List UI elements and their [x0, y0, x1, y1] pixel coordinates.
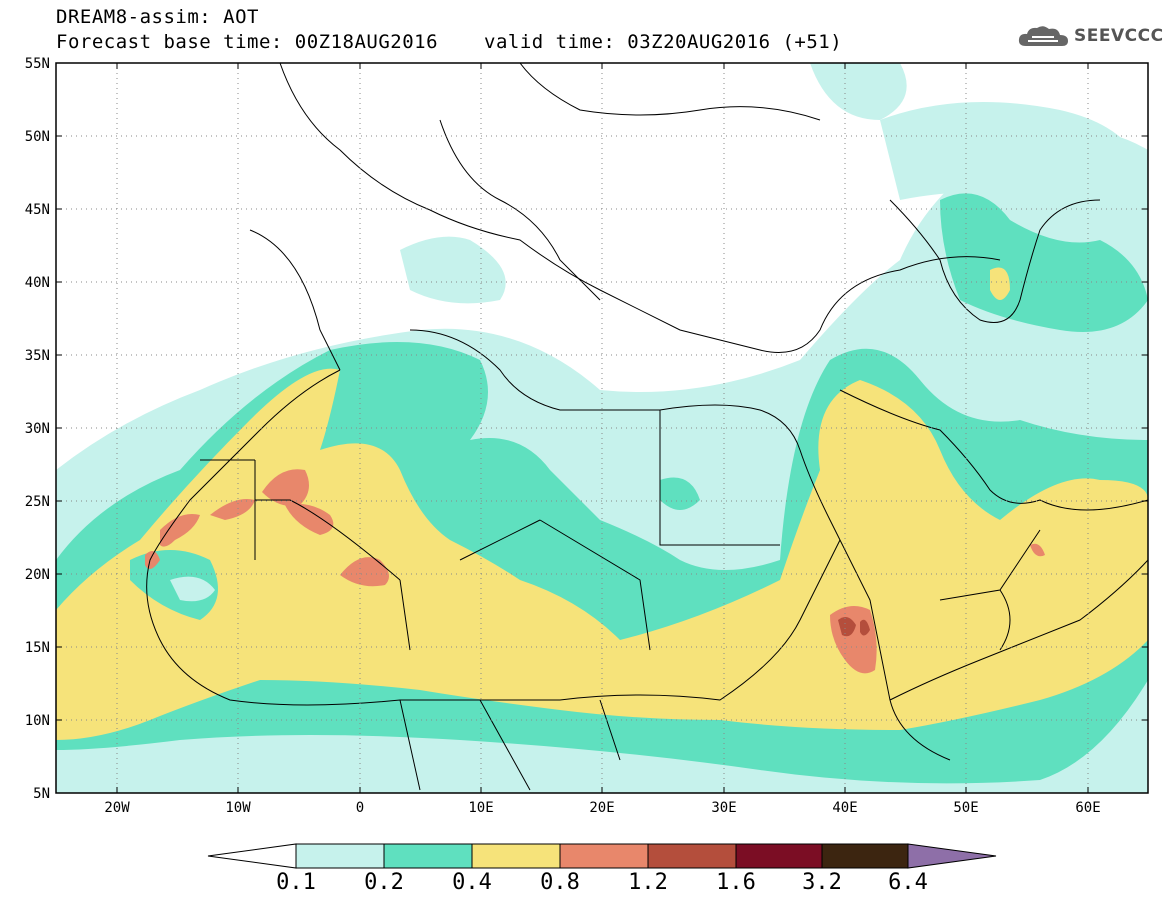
- lon-label: 30E: [711, 800, 736, 816]
- aot-level-1-2: [838, 616, 870, 637]
- lon-label: 20E: [589, 800, 614, 816]
- colorbar-segment: [295, 843, 385, 869]
- map-title: DREAM8-assim: AOT: [56, 6, 259, 28]
- lon-label: 60E: [1075, 800, 1100, 816]
- lat-label: 5N: [33, 786, 50, 802]
- lon-label: 10E: [468, 800, 493, 816]
- lon-label: 20W: [104, 800, 130, 816]
- lon-label: 50E: [953, 800, 978, 816]
- colorbar-segment: [559, 843, 649, 869]
- colorbar-label: 0.4: [452, 870, 492, 895]
- lon-label: 40E: [832, 800, 857, 816]
- lat-label: 10N: [25, 713, 50, 729]
- lat-label: 45N: [25, 202, 50, 218]
- coastlines: [146, 63, 1148, 791]
- graticule: [56, 63, 1148, 793]
- valid-time: valid time: 03Z20AUG2016 (+51): [484, 31, 843, 53]
- colorbar-label: 1.2: [628, 870, 668, 895]
- lat-label: 25N: [25, 494, 50, 510]
- colorbar-label: 3.2: [802, 870, 842, 895]
- longitude-labels: 20W 10W 0 10E 20E 30E 40E 50E 60E: [104, 800, 1100, 816]
- colorbar: [207, 843, 997, 869]
- colorbar-segment: [735, 843, 823, 869]
- colorbar-label: 0.2: [364, 870, 404, 895]
- colorbar-label: 1.6: [716, 870, 756, 895]
- lat-label: 15N: [25, 640, 50, 656]
- colorbar-segment: [471, 843, 561, 869]
- latitude-labels: 55N 50N 45N 40N 35N 30N 25N 20N 15N 10N …: [25, 56, 50, 802]
- lon-label: 10W: [225, 800, 251, 816]
- lat-label: 40N: [25, 275, 50, 291]
- colorbar-segment: [821, 843, 909, 869]
- logo-text: SEEVCCC: [1074, 26, 1164, 46]
- colorbar-segment-above: [907, 843, 997, 869]
- colorbar-segment-below: [207, 843, 297, 869]
- forecast-base-time: Forecast base time: 00Z18AUG2016: [56, 31, 439, 53]
- tick-marks: [56, 62, 1148, 793]
- colorbar-label: 6.4: [888, 870, 928, 895]
- lat-label: 55N: [25, 56, 50, 72]
- lat-label: 50N: [25, 129, 50, 145]
- seevccc-logo: SEEVCCC: [1018, 24, 1164, 48]
- lon-label: 0: [356, 800, 364, 816]
- colorbar-segment: [647, 843, 737, 869]
- lat-label: 35N: [25, 348, 50, 364]
- colorbar-label: 0.1: [276, 870, 316, 895]
- lat-label: 20N: [25, 567, 50, 583]
- colorbar-segment: [383, 843, 473, 869]
- colorbar-label: 0.8: [540, 870, 580, 895]
- lat-label: 30N: [25, 421, 50, 437]
- cloud-icon: [1018, 26, 1068, 46]
